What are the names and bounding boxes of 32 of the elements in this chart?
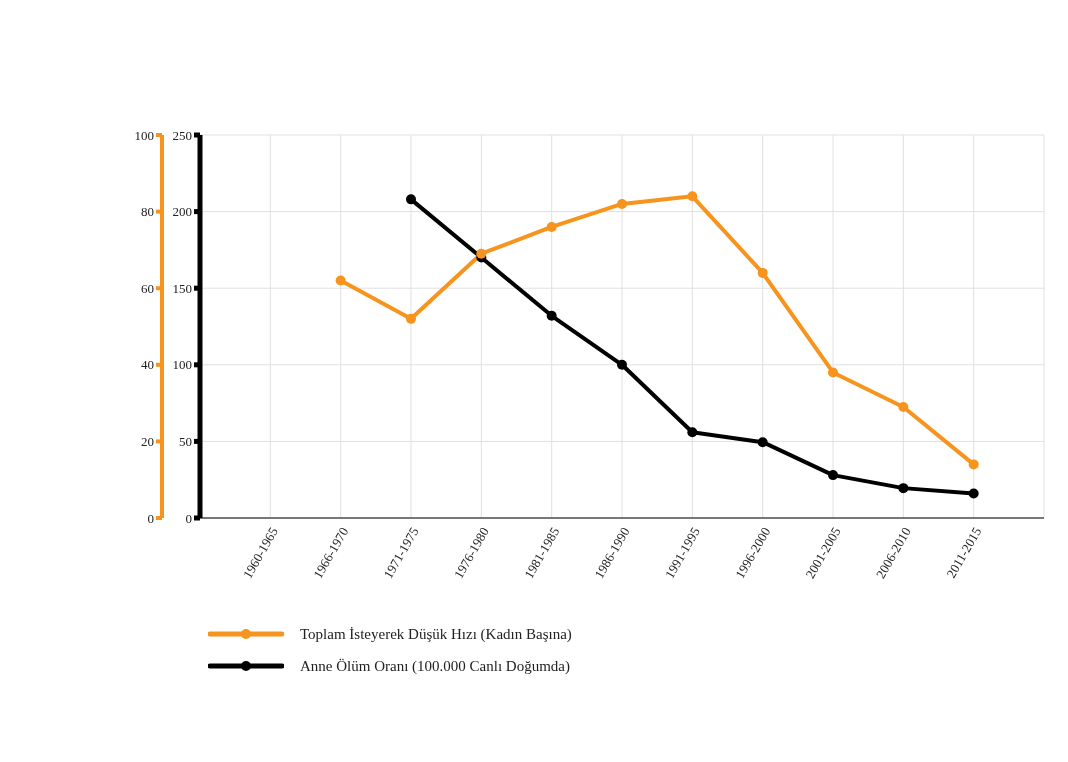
- y-tick-label: 50: [179, 434, 192, 450]
- point: [968, 459, 979, 470]
- point: [757, 437, 768, 448]
- point: [968, 488, 979, 499]
- y-tick-label: 0: [185, 510, 192, 526]
- y2-tick-label: 100: [134, 127, 154, 143]
- y2-tick-label: 20: [141, 434, 154, 450]
- y2-tick-label: 60: [141, 280, 154, 296]
- y2-tick-label: 80: [141, 204, 154, 220]
- point: [406, 194, 416, 205]
- point: [476, 248, 487, 259]
- point: [617, 359, 627, 370]
- point: [828, 470, 838, 481]
- y-tick-label: 250: [172, 127, 192, 143]
- y-tick-label: 200: [172, 204, 192, 220]
- legend-label: Anne Ölüm Oranı (100.000 Canlı Doğumda): [300, 657, 570, 675]
- point: [757, 267, 768, 278]
- legend-label: Toplam İsteyerek Düşük Hızı (Kadın Başına): [300, 625, 572, 643]
- point: [898, 401, 909, 412]
- point: [898, 483, 909, 494]
- point: [406, 313, 416, 324]
- point: [828, 367, 838, 378]
- point: [687, 427, 698, 438]
- point: [546, 310, 557, 321]
- point: [687, 191, 698, 202]
- y2-tick-label: 0: [147, 510, 154, 526]
- point: [546, 221, 557, 232]
- point: [335, 275, 346, 286]
- y2-tick-label: 40: [141, 357, 154, 373]
- y-tick-label: 100: [172, 357, 192, 373]
- point: [617, 198, 627, 209]
- y-tick-label: 150: [172, 280, 192, 296]
